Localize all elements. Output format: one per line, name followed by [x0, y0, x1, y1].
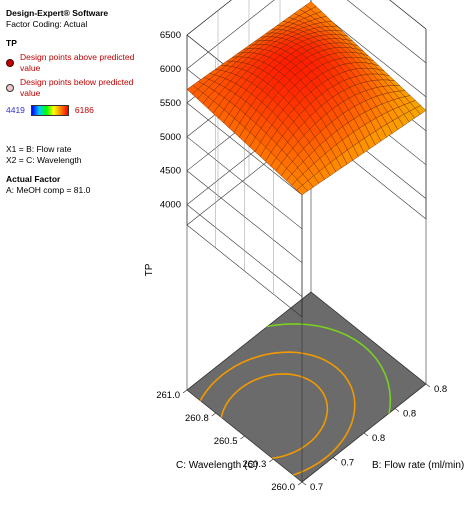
y-axis-title: C: Wavelength (C)	[176, 460, 258, 471]
actual-factor-title: Actual Factor	[6, 174, 61, 184]
x-tick-mark	[363, 432, 369, 437]
actual-factor-value: A: MeOH comp = 81.0	[6, 185, 91, 195]
factor-x2: X2 = C: Wavelength	[6, 155, 82, 165]
x-tick-mark	[301, 481, 307, 486]
z-tick-label: 4500	[160, 166, 181, 177]
y-tick-label: 260.0	[271, 482, 295, 493]
x-tick-mark	[425, 383, 431, 388]
y-tick-label: 260.5	[214, 436, 238, 447]
x-tick-label: 0.7	[341, 458, 354, 469]
factor-coding: Factor Coding: Actual	[6, 19, 88, 29]
y-tick-mark	[240, 435, 245, 440]
x-tick-mark	[394, 408, 400, 412]
x-tick-label: 0.8	[372, 433, 385, 444]
z-tick-label: 6500	[160, 30, 181, 41]
contour-floor	[186, 291, 427, 483]
factor-x1: X1 = B: Flow rate	[6, 144, 72, 154]
y-tick-mark	[269, 458, 274, 463]
y-tick-label: 261.0	[156, 390, 180, 401]
response-title: TP	[6, 38, 17, 48]
legend-above: Design points above predicted value	[6, 52, 156, 74]
legend-below: Design points below predicted value	[6, 77, 156, 99]
y-tick-label: 260.3	[242, 459, 266, 470]
legend-above-label: Design points above predicted value	[20, 52, 135, 73]
scale-min: 4419	[6, 105, 25, 115]
y-tick-mark	[182, 389, 188, 394]
gradient-bar	[30, 105, 69, 116]
y-tick-mark	[211, 412, 216, 417]
scale-max: 6186	[74, 105, 94, 115]
legend-below-label: Design points below predicted value	[20, 77, 134, 98]
z-tick-label: 5500	[160, 98, 181, 109]
color-scale: 4419 6186	[6, 105, 156, 116]
z-tick-label: 6000	[160, 64, 181, 75]
hollow-dot-icon	[6, 84, 14, 92]
z-axis-title: TP	[144, 263, 155, 276]
z-tick-label: 5000	[160, 132, 181, 143]
response-surface	[186, 1, 427, 196]
x-tick-mark	[332, 457, 338, 461]
x-tick-label: 0.8	[434, 384, 447, 395]
surface-cell	[296, 184, 308, 196]
y-tick-label: 260.8	[185, 413, 209, 424]
x-tick-label: 0.7	[310, 482, 323, 493]
legend-panel: Design-Expert® Software Factor Coding: A…	[6, 8, 156, 196]
x-axis-title: B: Flow rate (ml/min)	[372, 460, 464, 471]
y-tick-mark	[297, 481, 303, 486]
axis-ticks: 4000 4500 5000 5500 6000 6500 0.7 0.7 0.8 0.8 0.8 2…	[156, 30, 447, 493]
software-title: Design-Expert® Software	[6, 8, 109, 18]
filled-dot-icon	[6, 59, 14, 67]
z-tick-label: 4000	[160, 200, 181, 211]
floor-plane	[186, 291, 427, 483]
x-tick-label: 0.8	[403, 409, 416, 420]
